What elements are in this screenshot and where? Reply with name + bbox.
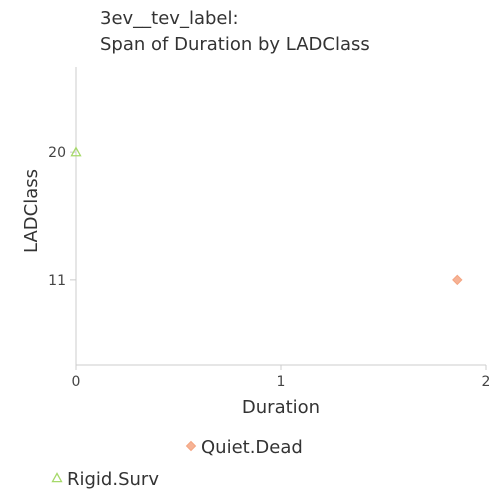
x-tick-label: 2 (482, 374, 491, 390)
x-tick-label: 0 (72, 374, 81, 390)
legend-marker-diamond-icon (185, 440, 197, 452)
chart-title-line-2: Span of Duration by LADClass (100, 34, 370, 55)
data-points (70, 146, 463, 286)
y-tick-label: 20 (48, 145, 66, 161)
data-point-diamond (452, 274, 463, 286)
legend-label: Quiet.Dead (201, 437, 303, 458)
x-tick-label: 1 (277, 374, 286, 390)
y-axis-title: LADClass (21, 169, 42, 253)
x-axis-title: Duration (242, 397, 320, 418)
y-axis-ticks: 11 20 (48, 145, 76, 289)
x-axis-ticks: 0 1 2 (72, 365, 491, 390)
legend: Quiet.Dead Rigid.Surv (51, 437, 303, 490)
chart-title-line-1: 3ev__tev_label: (100, 8, 239, 29)
data-point-triangle (70, 146, 82, 157)
y-tick-label: 11 (48, 273, 66, 289)
legend-label: Rigid.Surv (67, 469, 159, 490)
legend-marker-triangle-icon (51, 472, 63, 483)
